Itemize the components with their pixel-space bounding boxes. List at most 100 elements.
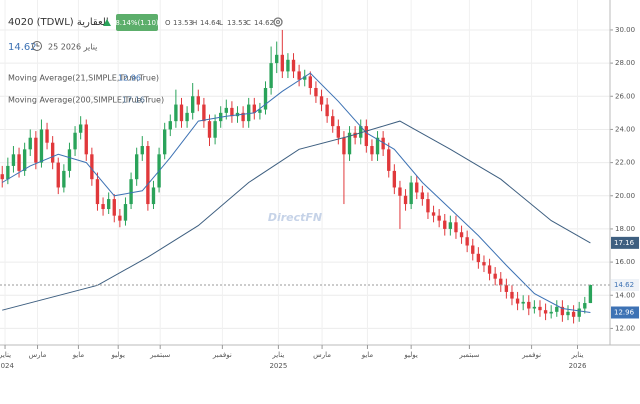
candle-body: [6, 165, 10, 180]
watermark: DirectFN: [268, 211, 322, 224]
candle-body: [347, 132, 352, 155]
x-tick-label: مايو: [361, 351, 374, 359]
x-tick-label: مارس: [313, 351, 331, 359]
price-tag-label: 14.62: [614, 281, 634, 289]
change: 8.14%(1.10): [115, 19, 159, 27]
ohlc-value: 13.53: [173, 19, 193, 27]
candle-body: [538, 306, 542, 311]
candle-body: [252, 104, 256, 113]
candle-body: [213, 121, 217, 138]
ohlc-value: 14.62: [254, 19, 274, 27]
candle-body: [493, 273, 497, 279]
up-arrow: [103, 19, 111, 26]
y-tick-label: 16.00: [615, 258, 635, 266]
y-tick-label: 18.00: [615, 225, 635, 233]
candle-body: [17, 154, 21, 171]
x-tick-year: 2026: [569, 362, 587, 370]
y-tick-label: 30.00: [615, 26, 635, 34]
candle-body: [207, 121, 212, 138]
candle-body: [140, 146, 144, 155]
candle-body: [353, 132, 357, 138]
candle-body: [11, 154, 16, 166]
candle-body: [426, 199, 430, 213]
candle-body: [403, 195, 408, 205]
candle-body: [67, 149, 72, 171]
candle-body: [543, 310, 548, 314]
candle-body: [168, 121, 172, 130]
price-tag: [611, 306, 639, 319]
ohlc-value: 14.64: [200, 19, 221, 27]
candle-body: [22, 149, 27, 171]
ohlc-label: C: [246, 19, 251, 27]
candle-body: [185, 112, 189, 122]
candle-body: [370, 146, 374, 155]
candle-body: [521, 301, 525, 304]
candle-body: [443, 220, 447, 229]
candle-body: [28, 137, 32, 150]
candle-body: [588, 284, 593, 304]
moving-average-line: [2, 120, 591, 311]
candle-body: [448, 222, 453, 229]
candle-body: [319, 96, 324, 105]
candle-body: [409, 182, 413, 205]
x-tick-label: يوليو: [403, 351, 417, 359]
ohlc-value: 13.53: [227, 19, 247, 27]
candle-body: [101, 204, 105, 210]
legend-value: 17.16: [122, 96, 145, 105]
candle-body: [577, 308, 581, 317]
candle-body: [291, 59, 296, 72]
candle-body: [196, 96, 200, 105]
candle-body: [515, 298, 520, 304]
candle-body: [359, 126, 363, 138]
candle-body: [308, 76, 313, 88]
candle-body: [420, 192, 425, 200]
candle-body: [555, 306, 559, 312]
candle-body: [56, 162, 60, 188]
x-tick-label: نوفمبر: [212, 351, 232, 359]
y-tick-label: 24.00: [615, 125, 635, 133]
candle-body: [471, 245, 475, 254]
candle-body: [504, 285, 509, 292]
candle-body: [314, 87, 318, 97]
moving-average-line: [1, 72, 591, 313]
candle-body: [34, 137, 38, 163]
candle-body: [571, 311, 576, 317]
candle-body: [174, 104, 178, 122]
price-tag-label: 12.96: [614, 309, 635, 317]
price-tag: [611, 278, 639, 291]
candle-body: [118, 215, 122, 221]
candle-body: [129, 179, 133, 205]
y-tick-label: 28.00: [615, 59, 635, 67]
candle-body: [527, 301, 531, 309]
y-tick-label: 20.00: [615, 192, 635, 200]
candle-body: [459, 232, 464, 238]
candle-body: [532, 306, 537, 309]
ohlc-label: O: [165, 19, 171, 27]
change-badge: [116, 14, 158, 31]
x-tick-year: 2024: [0, 362, 14, 370]
last-price: 14.62: [8, 42, 37, 53]
candle-body: [454, 222, 458, 233]
candle-body: [280, 54, 284, 72]
x-tick-label: يوليو: [110, 351, 124, 359]
settings-icon[interactable]: [273, 17, 283, 27]
date: 25 يناير 2026: [48, 43, 97, 52]
candle-body: [297, 71, 301, 80]
legend-label: Moving Average(21,SIMPLE,True,True): [8, 74, 159, 83]
candle-body: [78, 124, 83, 133]
candle-body: [387, 149, 391, 171]
candle-body: [331, 116, 335, 127]
candle-body: [106, 199, 111, 210]
candle-body: [39, 129, 44, 163]
candle-body: [342, 137, 346, 155]
legend-value: 12.96: [118, 74, 141, 83]
candle-body: [163, 129, 167, 155]
price-tag-label: 17.16: [614, 239, 635, 247]
candle-body: [112, 199, 116, 216]
candle-body: [336, 126, 341, 138]
candle-body: [398, 187, 402, 196]
candle-body: [146, 146, 150, 205]
candle-body: [179, 104, 184, 122]
candle-body: [437, 215, 441, 221]
